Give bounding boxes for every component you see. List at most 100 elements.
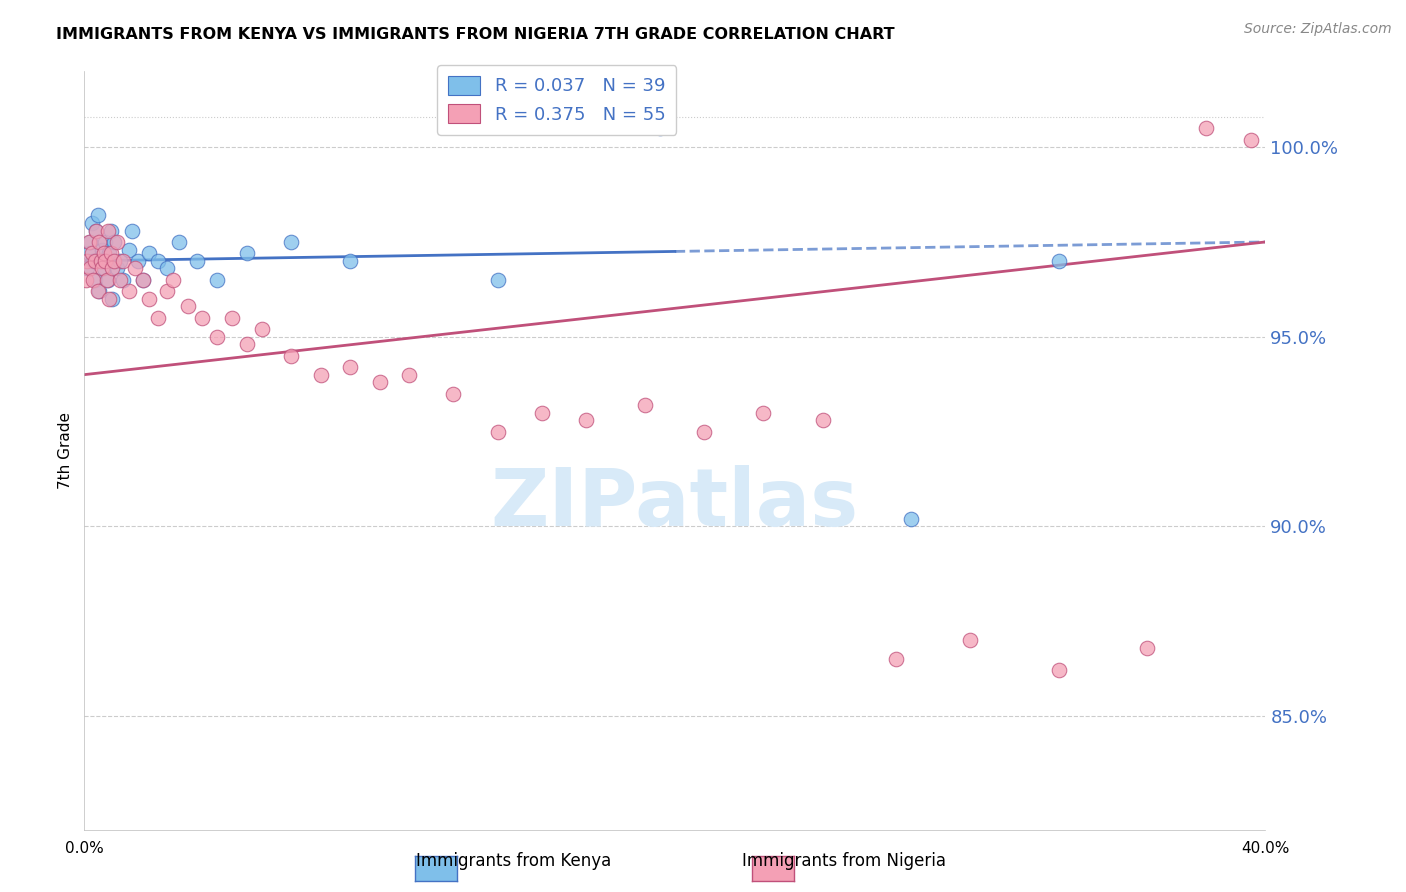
- Point: [96, 273, 118, 287]
- Point: [84, 224, 107, 238]
- Point: [105, 261, 128, 276]
- Point: [886, 652, 908, 666]
- Point: [93, 246, 115, 260]
- Point: [82, 273, 104, 287]
- Point: [105, 235, 128, 249]
- Point: [79, 235, 101, 249]
- Point: [132, 273, 155, 287]
- Point: [79, 261, 101, 276]
- Point: [221, 310, 243, 325]
- Text: Immigrants from Kenya: Immigrants from Kenya: [416, 852, 610, 870]
- Point: [90, 254, 112, 268]
- Text: IMMIGRANTS FROM KENYA VS IMMIGRANTS FROM NIGERIA 7TH GRADE CORRELATION CHART: IMMIGRANTS FROM KENYA VS IMMIGRANTS FROM…: [56, 27, 894, 42]
- Point: [97, 224, 120, 238]
- Point: [118, 243, 141, 257]
- Point: [339, 254, 361, 268]
- Point: [108, 273, 131, 287]
- Point: [127, 254, 149, 268]
- Point: [693, 425, 716, 439]
- Text: 40.0%: 40.0%: [1241, 841, 1289, 856]
- Point: [77, 235, 100, 249]
- Point: [94, 235, 117, 249]
- Point: [82, 254, 104, 268]
- Point: [1047, 664, 1070, 678]
- Point: [103, 235, 125, 249]
- Point: [75, 273, 97, 287]
- Point: [486, 273, 509, 287]
- Point: [132, 273, 155, 287]
- Point: [97, 273, 120, 287]
- Point: [94, 254, 117, 268]
- Point: [368, 376, 391, 390]
- Point: [87, 285, 111, 299]
- Point: [124, 261, 146, 276]
- Point: [76, 254, 98, 268]
- Point: [191, 310, 214, 325]
- Text: Immigrants from Nigeria: Immigrants from Nigeria: [741, 852, 946, 870]
- Point: [650, 121, 672, 136]
- Point: [83, 273, 105, 287]
- Point: [959, 633, 981, 648]
- Point: [100, 224, 122, 238]
- Point: [91, 261, 114, 276]
- Point: [76, 261, 98, 276]
- Point: [634, 398, 657, 412]
- Point: [86, 209, 108, 223]
- Point: [443, 386, 465, 401]
- Point: [280, 349, 302, 363]
- Point: [177, 300, 200, 314]
- Point: [121, 224, 143, 238]
- Point: [87, 235, 111, 249]
- Point: [91, 243, 114, 257]
- Point: [111, 254, 134, 268]
- Point: [486, 425, 509, 439]
- Text: 0.0%: 0.0%: [65, 841, 104, 856]
- Point: [83, 254, 105, 268]
- Point: [1047, 254, 1070, 268]
- Point: [156, 285, 179, 299]
- Point: [339, 360, 361, 375]
- Y-axis label: 7th Grade: 7th Grade: [58, 412, 73, 489]
- Legend: R = 0.037   N = 39, R = 0.375   N = 55: R = 0.037 N = 39, R = 0.375 N = 55: [437, 65, 676, 135]
- Point: [96, 254, 118, 268]
- Text: Source: ZipAtlas.com: Source: ZipAtlas.com: [1244, 22, 1392, 37]
- Point: [236, 337, 259, 351]
- Point: [167, 235, 190, 249]
- Point: [77, 246, 100, 260]
- Point: [98, 292, 121, 306]
- Point: [118, 285, 141, 299]
- Point: [98, 246, 121, 260]
- Point: [86, 285, 108, 299]
- Point: [80, 246, 103, 260]
- Point: [309, 368, 332, 382]
- Point: [531, 406, 554, 420]
- Point: [575, 413, 598, 427]
- Point: [186, 254, 208, 268]
- Point: [900, 512, 922, 526]
- Point: [280, 235, 302, 249]
- Point: [162, 273, 184, 287]
- Point: [811, 413, 834, 427]
- Point: [100, 246, 122, 260]
- Point: [207, 273, 229, 287]
- Point: [398, 368, 420, 382]
- Point: [103, 254, 125, 268]
- Point: [236, 246, 259, 260]
- Point: [752, 406, 775, 420]
- Point: [1195, 121, 1218, 136]
- Point: [111, 273, 134, 287]
- Point: [148, 254, 170, 268]
- Point: [101, 292, 124, 306]
- Point: [148, 310, 170, 325]
- Point: [1136, 640, 1159, 655]
- Point: [138, 246, 160, 260]
- Point: [101, 261, 124, 276]
- Point: [93, 261, 115, 276]
- Point: [90, 254, 112, 268]
- Point: [80, 216, 103, 230]
- Point: [250, 322, 273, 336]
- Point: [108, 254, 131, 268]
- Point: [84, 224, 107, 238]
- Point: [138, 292, 160, 306]
- Point: [156, 261, 179, 276]
